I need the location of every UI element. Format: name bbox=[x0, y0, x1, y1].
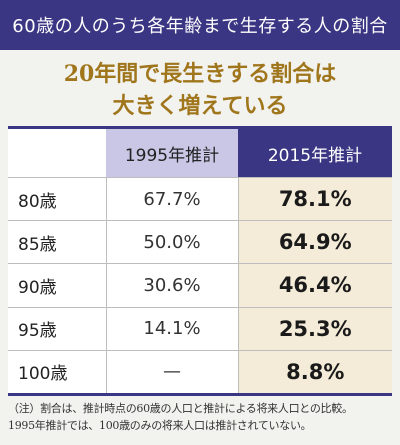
table-row: 90歳 30.6% 46.4% bbox=[8, 263, 392, 308]
value-2015-cell: 46.4% bbox=[237, 263, 392, 308]
value-2015-cell: 78.1% bbox=[237, 177, 392, 222]
headline-line-2: 大きく増えている bbox=[112, 93, 288, 119]
headline: 20年間で長生きする割合は 大きく増えている bbox=[0, 58, 400, 122]
table-row: 85歳 50.0% 64.9% bbox=[8, 220, 392, 265]
table-row: 100歳 — 8.8% bbox=[8, 350, 392, 393]
footnote-line-2: 1995年推計では、100歳のみの将来人口は推計されていない。 bbox=[8, 419, 312, 432]
value-1995-cell: — bbox=[105, 350, 238, 393]
footnote-line-1: （注）割合は、推計時点の60歳の人口と推計による将来人口との比較。 bbox=[8, 402, 353, 415]
value-2015-cell: 8.8% bbox=[237, 350, 392, 393]
age-cell: 80歳 bbox=[8, 177, 106, 222]
age-cell: 100歳 bbox=[18, 364, 68, 385]
value-1995-cell: 30.6% bbox=[105, 263, 238, 308]
table-row: 80歳 67.7% 78.1% bbox=[8, 177, 392, 222]
headline-line-1: 20年間で長生きする割合は bbox=[63, 61, 337, 87]
value-1995-cell: 67.7% bbox=[105, 177, 238, 222]
table-row: 95歳 14.1% 25.3% bbox=[8, 307, 392, 351]
column-header-age bbox=[8, 129, 106, 178]
header-banner: 60歳の人のうち各年齢まで生存する人の割合 bbox=[0, 0, 400, 50]
header-title: 60歳の人のうち各年齢まで生存する人の割合 bbox=[12, 16, 388, 37]
age-cell: 85歳 bbox=[8, 220, 106, 265]
footnote: （注）割合は、推計時点の60歳の人口と推計による将来人口との比較。 1995年推… bbox=[8, 400, 394, 434]
survival-table: 1995年推計 2015年推計 80歳 67.7% 78.1% 85歳 50.0… bbox=[8, 126, 392, 396]
value-1995-cell: 50.0% bbox=[105, 220, 238, 265]
table-header-row: 1995年推計 2015年推計 bbox=[8, 129, 392, 178]
column-header-1995: 1995年推計 bbox=[106, 129, 238, 178]
age-cell: 90歳 bbox=[8, 263, 106, 308]
value-1995-cell: 14.1% bbox=[105, 307, 238, 351]
value-2015-cell: 25.3% bbox=[237, 307, 392, 351]
value-2015-cell: 64.9% bbox=[237, 220, 392, 265]
column-header-2015: 2015年推計 bbox=[238, 129, 392, 178]
age-cell: 95歳 bbox=[8, 307, 106, 351]
data-table: 1995年推計 2015年推計 80歳 67.7% 78.1% 85歳 50.0… bbox=[8, 129, 392, 393]
